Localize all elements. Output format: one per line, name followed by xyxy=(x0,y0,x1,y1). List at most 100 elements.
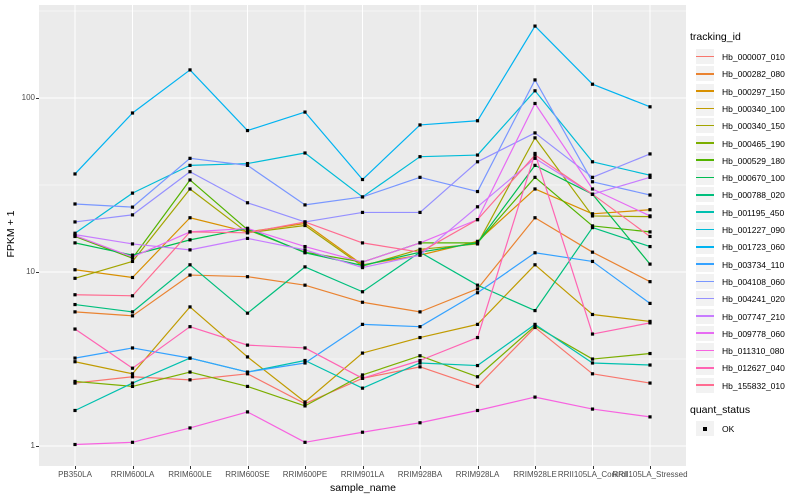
legend-key-swatch xyxy=(696,100,714,116)
data-point-marker xyxy=(648,381,652,385)
data-point-marker xyxy=(245,163,250,167)
data-point-marker xyxy=(648,173,652,177)
data-point-marker xyxy=(303,203,307,207)
legend-key-swatch xyxy=(696,187,714,203)
data-point-marker xyxy=(648,244,652,249)
data-point-marker xyxy=(73,202,77,206)
data-point-marker xyxy=(245,275,250,279)
data-point-marker xyxy=(360,210,365,215)
legend-label: Hb_000007_010 xyxy=(722,52,785,62)
x-tick-label-RRII105LA_Control: RRII105LA_Control xyxy=(557,470,628,479)
data-point-marker xyxy=(590,187,595,191)
legend-color-line-icon xyxy=(696,280,714,283)
legend-key-swatch xyxy=(696,66,714,82)
data-point-marker xyxy=(303,251,307,255)
data-point-marker xyxy=(303,110,307,114)
data-point-marker xyxy=(188,305,192,309)
legend-key-swatch xyxy=(696,204,714,220)
y-tick-label-10: 10 xyxy=(26,267,35,276)
x-tick-mark xyxy=(75,466,76,469)
data-point-marker xyxy=(73,381,77,385)
data-point-marker xyxy=(130,381,135,385)
data-point-marker xyxy=(73,172,77,176)
data-point-marker xyxy=(475,384,480,389)
legend-color-line-icon xyxy=(696,245,714,248)
data-point-marker xyxy=(475,283,480,287)
x-tick-mark xyxy=(420,466,421,469)
data-point-marker xyxy=(245,226,250,231)
data-point-marker xyxy=(130,213,135,217)
y-tick-mark xyxy=(36,446,39,447)
data-point-marker xyxy=(130,259,135,264)
legend-label: Hb_000297_150 xyxy=(722,86,785,97)
data-point-marker xyxy=(590,225,595,230)
legend-key-swatch xyxy=(696,222,714,237)
data-point-marker xyxy=(188,370,192,374)
legend-label: Hb_000529_180 xyxy=(722,155,785,166)
legend-color-line-icon xyxy=(696,159,714,162)
legend-label: Hb_000465_190 xyxy=(722,138,785,149)
data-point-marker xyxy=(130,372,135,376)
data-point-marker xyxy=(648,152,652,156)
plot-canvas xyxy=(39,5,686,466)
legend-label: Hb_007747_210 xyxy=(722,311,785,322)
legend-key-swatch xyxy=(696,239,714,255)
legend-label: Hb_003734_110 xyxy=(722,259,785,270)
data-point-marker xyxy=(648,321,652,325)
data-point-marker xyxy=(188,248,192,252)
data-point-marker xyxy=(648,363,652,367)
data-point-marker xyxy=(475,291,480,295)
data-point-marker xyxy=(245,161,250,166)
x-tick-mark xyxy=(592,466,594,469)
data-point-marker xyxy=(130,205,135,209)
legend-label: Hb_011310_080 xyxy=(722,346,785,357)
data-point-marker xyxy=(73,220,77,224)
data-point-marker xyxy=(130,191,135,195)
data-point-marker xyxy=(590,259,595,264)
data-point-marker xyxy=(648,301,652,305)
data-point-marker xyxy=(130,275,135,280)
data-point-marker xyxy=(533,216,537,220)
x-tick-mark xyxy=(132,466,134,469)
data-point-marker xyxy=(73,442,77,447)
data-point-marker xyxy=(73,379,77,384)
data-point-marker xyxy=(475,375,480,379)
data-point-marker xyxy=(245,236,250,240)
data-point-marker xyxy=(475,189,480,194)
data-point-marker xyxy=(130,310,135,314)
data-point-marker xyxy=(245,370,250,374)
data-point-marker xyxy=(533,24,537,28)
data-point-marker xyxy=(360,260,365,264)
data-point-marker xyxy=(130,375,135,379)
data-point-marker xyxy=(245,311,250,315)
data-point-marker xyxy=(73,302,77,307)
data-point-marker xyxy=(418,354,422,358)
x-tick-mark xyxy=(535,466,536,469)
x-tick-label-RRII105LA_Stressed: RRII105LA_Stressed xyxy=(612,470,688,479)
data-point-marker xyxy=(590,175,595,179)
legend-color-line-icon xyxy=(696,332,714,335)
data-point-marker xyxy=(73,408,77,413)
legend-label: Hb_001195_450 xyxy=(722,207,785,218)
x-tick-label-RRIM928LA: RRIM928LA xyxy=(455,470,500,479)
legend-title-tracking-id: tracking_id xyxy=(690,31,741,43)
legend-key-swatch xyxy=(696,170,714,186)
data-point-marker xyxy=(648,280,652,284)
data-point-marker xyxy=(188,68,192,72)
legend-key-swatch xyxy=(696,49,714,64)
data-point-marker xyxy=(73,241,77,245)
data-point-marker xyxy=(648,234,652,239)
legend-color-line-icon xyxy=(696,349,714,352)
data-point-marker xyxy=(360,195,365,199)
data-point-marker xyxy=(590,312,595,317)
legend-label: Hb_000670_100 xyxy=(722,173,785,184)
legend-label: Hb_155832_010 xyxy=(722,380,785,391)
data-point-marker xyxy=(188,163,192,167)
data-point-marker xyxy=(418,247,422,251)
data-point-marker xyxy=(188,178,192,182)
data-point-marker xyxy=(533,89,537,93)
data-point-marker xyxy=(590,214,595,218)
data-point-marker xyxy=(648,214,652,218)
x-tick-label-PB350LA: PB350LA xyxy=(58,470,92,479)
